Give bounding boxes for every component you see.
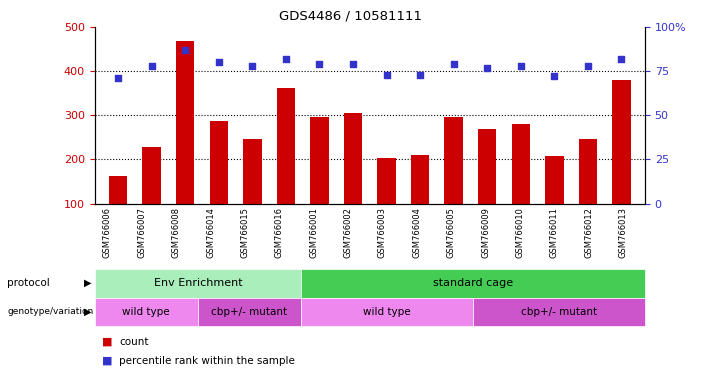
- Bar: [311, 118, 329, 204]
- Bar: [243, 139, 261, 204]
- Bar: [176, 41, 194, 204]
- Bar: [142, 147, 161, 204]
- Text: GSM766016: GSM766016: [275, 207, 284, 258]
- Point: [247, 63, 258, 69]
- Bar: [301, 269, 645, 298]
- Text: GSM766011: GSM766011: [550, 207, 559, 258]
- Text: protocol: protocol: [7, 278, 50, 288]
- Text: percentile rank within the sample: percentile rank within the sample: [119, 356, 295, 366]
- Text: wild type: wild type: [363, 307, 411, 317]
- Bar: [612, 80, 631, 204]
- Text: GSM766002: GSM766002: [343, 207, 353, 258]
- Text: GSM766015: GSM766015: [240, 207, 250, 258]
- Text: GSM766012: GSM766012: [585, 207, 593, 258]
- Bar: [210, 121, 228, 204]
- Point: [482, 65, 493, 71]
- Bar: [277, 88, 295, 204]
- Text: cbp+/- mutant: cbp+/- mutant: [521, 307, 597, 317]
- Text: genotype/variation: genotype/variation: [7, 308, 93, 316]
- Bar: [377, 158, 396, 204]
- Text: standard cage: standard cage: [433, 278, 513, 288]
- Point: [348, 61, 359, 67]
- Text: cbp+/- mutant: cbp+/- mutant: [211, 307, 287, 317]
- Text: GSM766004: GSM766004: [412, 207, 421, 258]
- Text: GSM766005: GSM766005: [447, 207, 456, 258]
- Point: [448, 61, 459, 67]
- Text: GSM766007: GSM766007: [137, 207, 147, 258]
- Text: GSM766010: GSM766010: [515, 207, 524, 258]
- Point: [113, 75, 124, 81]
- Text: GSM766006: GSM766006: [103, 207, 112, 258]
- Bar: [95, 298, 198, 326]
- Point: [179, 47, 191, 53]
- Point: [146, 63, 157, 69]
- Text: ■: ■: [102, 337, 112, 347]
- Point: [615, 56, 627, 62]
- Text: GSM766013: GSM766013: [619, 207, 627, 258]
- Bar: [301, 298, 473, 326]
- Text: GSM766009: GSM766009: [481, 207, 490, 258]
- Text: count: count: [119, 337, 149, 347]
- Bar: [512, 124, 530, 204]
- Text: GSM766014: GSM766014: [206, 207, 215, 258]
- Text: Env Enrichment: Env Enrichment: [154, 278, 242, 288]
- Text: wild type: wild type: [123, 307, 170, 317]
- Bar: [343, 113, 362, 204]
- Text: GSM766001: GSM766001: [309, 207, 318, 258]
- Point: [280, 56, 292, 62]
- Point: [314, 61, 325, 67]
- Text: GSM766008: GSM766008: [172, 207, 181, 258]
- Point: [549, 73, 560, 79]
- Bar: [578, 139, 597, 204]
- Bar: [411, 155, 429, 204]
- Bar: [95, 269, 301, 298]
- Text: ▶: ▶: [83, 278, 91, 288]
- Bar: [109, 176, 128, 204]
- Point: [213, 59, 224, 65]
- Bar: [473, 298, 645, 326]
- Point: [381, 71, 392, 78]
- Text: ▶: ▶: [83, 307, 91, 317]
- Text: GSM766003: GSM766003: [378, 207, 387, 258]
- Bar: [478, 129, 496, 204]
- Bar: [545, 156, 564, 204]
- Point: [583, 63, 594, 69]
- Bar: [444, 118, 463, 204]
- Text: GDS4486 / 10581111: GDS4486 / 10581111: [279, 10, 422, 23]
- Text: ■: ■: [102, 356, 112, 366]
- Point: [515, 63, 526, 69]
- Bar: [198, 298, 301, 326]
- Point: [414, 71, 426, 78]
